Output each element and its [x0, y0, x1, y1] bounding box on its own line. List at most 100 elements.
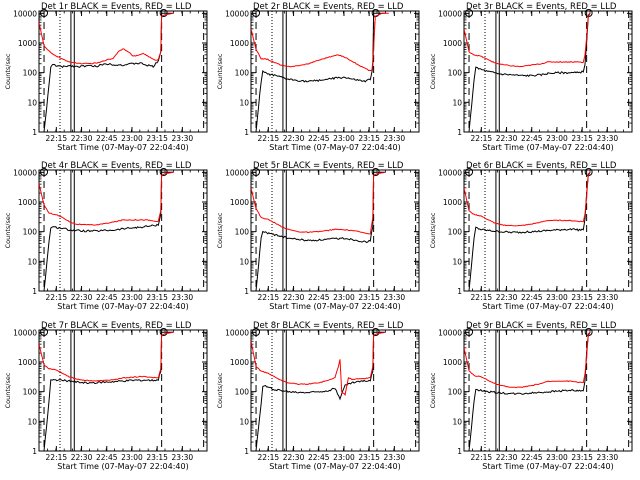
x-tick-label: 22:30	[496, 293, 518, 302]
x-tick-label: 22:30	[283, 293, 305, 302]
y-tick-label: 10000	[225, 328, 249, 337]
x-tick-label: 23:30	[597, 293, 619, 302]
y-tick-label: 1	[457, 287, 462, 296]
marker-circle	[465, 328, 474, 336]
y-tick-label: 1000	[18, 198, 37, 207]
y-axis-label: Counts/sec	[216, 372, 224, 408]
x-tick-label: 22:30	[71, 134, 93, 143]
x-tick-label: 23:30	[172, 134, 194, 143]
chart-title: Det 2r BLACK = Events, RED = LLD	[253, 2, 404, 12]
y-tick-label: 1000	[230, 39, 249, 48]
x-tick-label: 22:45	[96, 453, 118, 462]
x-tick-label: 22:45	[308, 453, 330, 462]
y-tick-label: 10	[239, 98, 249, 107]
y-tick-label: 1000	[443, 39, 462, 48]
x-tick-label: 22:30	[496, 134, 518, 143]
y-tick-label: 1	[32, 447, 37, 456]
x-tick-label: 22:15	[471, 134, 493, 143]
y-axis-label: Counts/sec	[4, 372, 12, 408]
marker-circle	[40, 328, 49, 336]
chart-title: Det 9r BLACK = Events, RED = LLD	[466, 321, 617, 331]
x-tick-label: 22:45	[521, 293, 543, 302]
x-tick-label: 23:15	[358, 453, 380, 462]
y-axis-label: Counts/sec	[429, 53, 437, 89]
x-tick-label: 23:00	[121, 134, 143, 143]
y-tick-label: 10	[239, 257, 249, 266]
x-tick-label: 22:30	[496, 453, 518, 462]
x-tick-label: 22:15	[471, 453, 493, 462]
x-tick-label: 22:30	[71, 453, 93, 462]
x-tick-label: 23:30	[597, 134, 619, 143]
x-axis-label: Start Time (07-May-07 22:04:40)	[269, 302, 400, 311]
y-tick-label: 10000	[13, 328, 37, 337]
x-tick-label: 23:30	[172, 453, 194, 462]
y-tick-label: 100	[23, 388, 38, 397]
chart-panel-7: Det 7r BLACK = Events, RED = LLD Counts/s…	[4, 321, 208, 471]
y-tick-label: 1000	[18, 39, 37, 48]
chart-title: Det 1r BLACK = Events, RED = LLD	[41, 2, 192, 12]
chart-title: Det 5r BLACK = Events, RED = LLD	[253, 161, 404, 171]
y-tick-label: 100	[23, 69, 38, 78]
x-axis-label: Start Time (07-May-07 22:04:40)	[57, 302, 188, 311]
x-tick-label: 23:00	[121, 453, 143, 462]
marker-circle	[252, 9, 261, 17]
y-tick-label: 1	[32, 287, 37, 296]
chart-title: Det 6r BLACK = Events, RED = LLD	[466, 161, 617, 171]
y-tick-label: 10	[452, 98, 462, 107]
x-tick-label: 23:00	[333, 293, 355, 302]
y-tick-label: 1000	[230, 198, 249, 207]
x-tick-label: 23:15	[571, 453, 593, 462]
x-tick-label: 23:15	[146, 453, 168, 462]
x-tick-label: 23:00	[121, 293, 143, 302]
series-line-lld	[39, 331, 174, 382]
chart-panel-8: Det 8r BLACK = Events, RED = LLD Counts/s…	[216, 321, 420, 471]
x-tick-label: 23:00	[546, 134, 568, 143]
series-line-events	[43, 12, 174, 132]
series-line-lld	[464, 331, 591, 389]
x-tick-label: 23:30	[172, 293, 194, 302]
x-tick-label: 23:15	[571, 134, 593, 143]
y-axis-label: Counts/sec	[4, 212, 12, 248]
series-line-lld	[39, 12, 174, 65]
x-tick-label: 22:45	[96, 134, 118, 143]
x-axis-label: Start Time (07-May-07 22:04:40)	[57, 143, 188, 152]
x-tick-label: 22:15	[46, 293, 68, 302]
x-tick-label: 22:15	[471, 293, 493, 302]
x-tick-label: 22:45	[308, 293, 330, 302]
series-line-events	[468, 13, 591, 132]
y-tick-label: 1	[457, 128, 462, 137]
series-line-events	[255, 171, 386, 291]
y-tick-label: 1	[244, 128, 249, 137]
y-tick-label: 1000	[18, 358, 37, 367]
x-axis-label: Start Time (07-May-07 22:04:40)	[57, 462, 188, 471]
chart-panel-2: Det 2r BLACK = Events, RED = LLD Counts/s…	[216, 2, 420, 152]
y-tick-label: 100	[235, 69, 250, 78]
x-tick-label: 23:30	[384, 453, 406, 462]
x-tick-label: 23:15	[146, 134, 168, 143]
marker-circle	[252, 168, 261, 176]
x-tick-label: 22:45	[521, 134, 543, 143]
x-tick-label: 22:45	[96, 293, 118, 302]
plot-frame	[38, 169, 208, 292]
x-tick-label: 23:30	[384, 134, 406, 143]
x-tick-label: 22:15	[258, 453, 280, 462]
marker-circle	[40, 9, 49, 17]
y-axis-label: Counts/sec	[429, 212, 437, 248]
chart-title: Det 4r BLACK = Events, RED = LLD	[41, 161, 192, 171]
x-axis-label: Start Time (07-May-07 22:04:40)	[482, 143, 613, 152]
chart-title: Det 7r BLACK = Events, RED = LLD	[41, 321, 192, 331]
y-axis-label: Counts/sec	[216, 212, 224, 248]
x-tick-label: 23:15	[358, 134, 380, 143]
y-tick-label: 1	[244, 287, 249, 296]
y-tick-label: 10	[239, 417, 249, 426]
x-tick-label: 22:45	[308, 134, 330, 143]
marker-circle	[40, 168, 49, 176]
series-line-events	[468, 172, 591, 291]
x-tick-label: 23:15	[571, 293, 593, 302]
series-line-lld	[464, 171, 591, 227]
chart-panel-1: Det 1r BLACK = Events, RED = LLD Counts/s…	[4, 2, 208, 152]
y-tick-label: 1000	[443, 198, 462, 207]
x-axis-label: Start Time (07-May-07 22:04:40)	[269, 143, 400, 152]
x-tick-label: 23:00	[546, 293, 568, 302]
x-tick-label: 23:00	[333, 453, 355, 462]
